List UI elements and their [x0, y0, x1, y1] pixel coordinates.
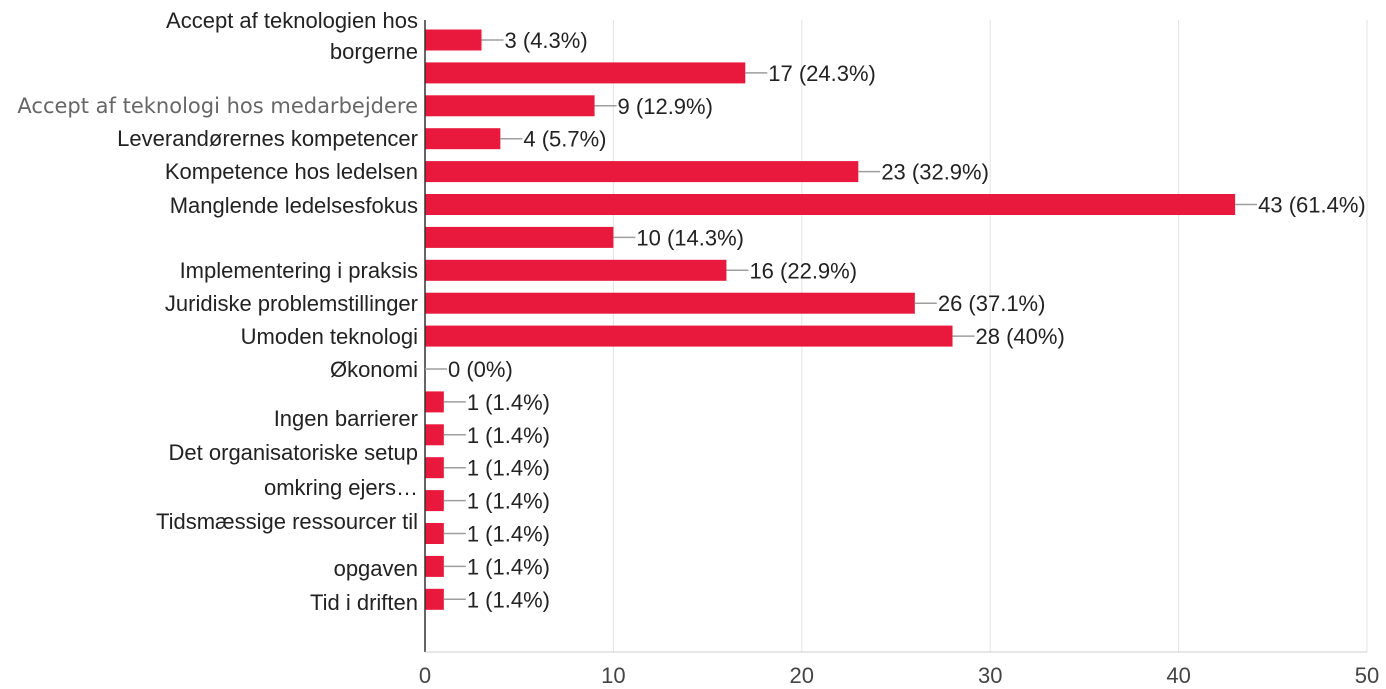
category-label: Umoden teknologi: [241, 324, 418, 349]
data-label: 28 (40%): [976, 324, 1065, 349]
bar: [425, 292, 915, 314]
category-label: opgaven: [334, 556, 418, 581]
category-label: omkring ejers…: [264, 475, 418, 500]
category-label: Tidsmæssige ressourcer til: [156, 509, 418, 534]
x-tick-label: 20: [790, 663, 814, 688]
bars: [425, 29, 1236, 610]
category-label: borgerne: [330, 39, 418, 64]
category-label: Økonomi: [330, 357, 418, 382]
gridlines: [612, 20, 1368, 652]
x-tick-label: 50: [1355, 663, 1379, 688]
category-label: ressourcer/tid: [285, 0, 418, 5]
data-label: 1 (1.4%): [467, 489, 550, 514]
x-tick-label: 40: [1166, 663, 1190, 688]
bar: [425, 555, 444, 577]
data-label: 1 (1.4%): [467, 587, 550, 612]
category-label: Tid i driften: [310, 590, 418, 615]
category-label: Implementering i praksis: [180, 258, 418, 283]
category-label: Accept af teknologien hos: [166, 8, 418, 33]
category-label: Juridiske problemstillinger: [165, 291, 418, 316]
data-labels: 3 (4.3%) 17 (24.3%) 9 (12.9%) 4 (5.7%) 23 (3…: [425, 28, 1366, 612]
category-labels: Accept af teknologien hos borgerne Accept …: [17, 0, 418, 615]
bar: [425, 194, 1236, 215]
data-label: 0 (0%): [448, 357, 513, 382]
bar: [425, 523, 444, 544]
data-label: 1 (1.4%): [467, 554, 550, 579]
bar: [425, 161, 859, 183]
data-label: 9 (12.9%): [618, 94, 713, 119]
data-label: 1 (1.4%): [467, 456, 550, 481]
axes: [424, 20, 1367, 653]
bar: [425, 226, 614, 248]
data-label: 1 (1.4%): [467, 522, 550, 547]
category-label: Leverandørernes kompetencer: [117, 126, 418, 151]
x-tick-label: 0: [419, 663, 431, 688]
bar: [425, 128, 501, 150]
bar: [425, 391, 444, 413]
category-label: Manglende ledelsesfokus: [170, 193, 418, 218]
bar: [425, 325, 953, 347]
data-label: 3 (4.3%): [505, 28, 588, 53]
bar: [425, 29, 482, 51]
data-label: 1 (1.4%): [467, 423, 550, 448]
data-label: 23 (32.9%): [881, 160, 989, 185]
bar: [425, 490, 444, 512]
data-label: 1 (1.4%): [467, 390, 550, 415]
bar: [425, 95, 595, 117]
data-label: 43 (61.4%): [1258, 193, 1366, 218]
category-label: Accept af teknologi hos medarbejdere: [17, 94, 418, 118]
category-label: Det organisatoriske setup: [169, 440, 418, 465]
data-label: 26 (37.1%): [938, 291, 1046, 316]
category-label: Ingen barrierer: [274, 406, 418, 431]
data-label: 10 (14.3%): [636, 225, 744, 250]
bar: [425, 424, 444, 446]
x-tick-label: 10: [601, 663, 625, 688]
category-label: Kompetence hos ledelsen: [165, 159, 418, 184]
bar: [425, 588, 444, 610]
data-label: 16 (22.9%): [749, 258, 857, 283]
bar: [425, 457, 444, 479]
data-label: 17 (24.3%): [768, 61, 876, 86]
bar: [425, 62, 746, 84]
x-tick-label: 30: [978, 663, 1002, 688]
bar: [425, 259, 727, 281]
x-tick-labels: 0 10 20 30 40 50: [419, 663, 1379, 688]
data-label: 4 (5.7%): [523, 127, 606, 152]
